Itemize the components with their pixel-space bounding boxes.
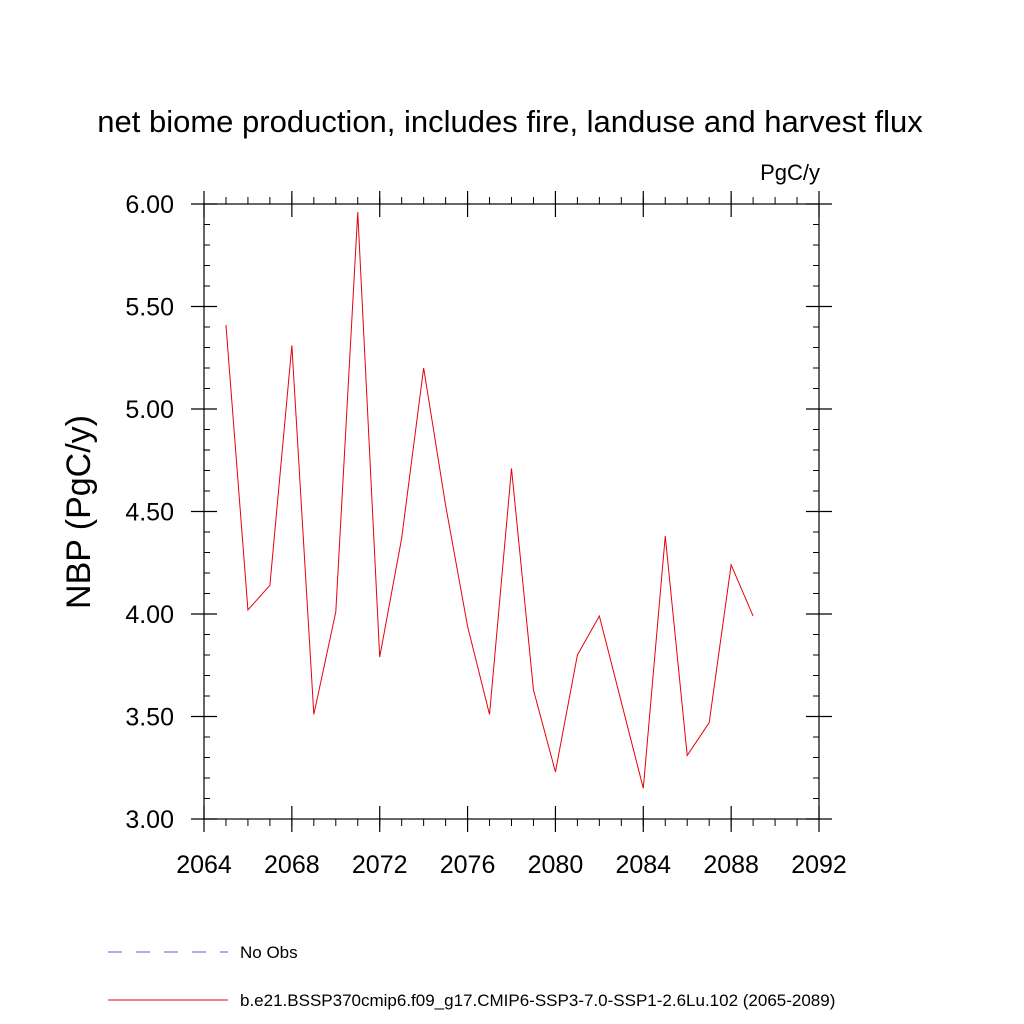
y-tick-label: 4.50	[125, 499, 174, 527]
plot-frame	[203, 203, 820, 820]
y-axis-title: NBP (PgC/y)	[60, 415, 98, 609]
y-tick-label: 3.50	[125, 704, 174, 732]
series-line-0	[225, 212, 754, 789]
legend-label-no-obs: No Obs	[240, 943, 298, 962]
x-tick-label: 2092	[791, 851, 847, 879]
x-tick-label: 2068	[264, 851, 320, 879]
y-tick-label: 5.50	[125, 294, 174, 322]
y-tick-label: 3.00	[125, 806, 174, 834]
legend: No Obs b.e21.BSSP370cmip6.f09_g17.CMIP6-…	[108, 943, 835, 1010]
major-ticks	[191, 191, 832, 832]
minor-ticks	[203, 197, 820, 826]
series-layer	[225, 212, 754, 789]
legend-label-series: b.e21.BSSP370cmip6.f09_g17.CMIP6-SSP3-7.…	[240, 991, 835, 1010]
x-tick-label: 2088	[703, 851, 759, 879]
units-label: PgC/y	[760, 160, 820, 185]
y-tick-label: 6.00	[125, 191, 174, 219]
x-tick-label: 2080	[528, 851, 584, 879]
x-tick-label: 2076	[440, 851, 496, 879]
y-tick-labels: 3.00 3.50 4.00 4.50 5.00 5.50 6.00	[125, 191, 174, 834]
x-tick-label: 2084	[615, 851, 671, 879]
x-tick-labels: 2064 2068 2072 2076 2080 2084 2088 2092	[176, 851, 847, 879]
x-tick-label: 2072	[352, 851, 408, 879]
chart-title: net biome production, includes fire, lan…	[97, 104, 923, 139]
y-tick-label: 5.00	[125, 396, 174, 424]
y-tick-label: 4.00	[125, 601, 174, 629]
x-tick-label: 2064	[176, 851, 232, 879]
